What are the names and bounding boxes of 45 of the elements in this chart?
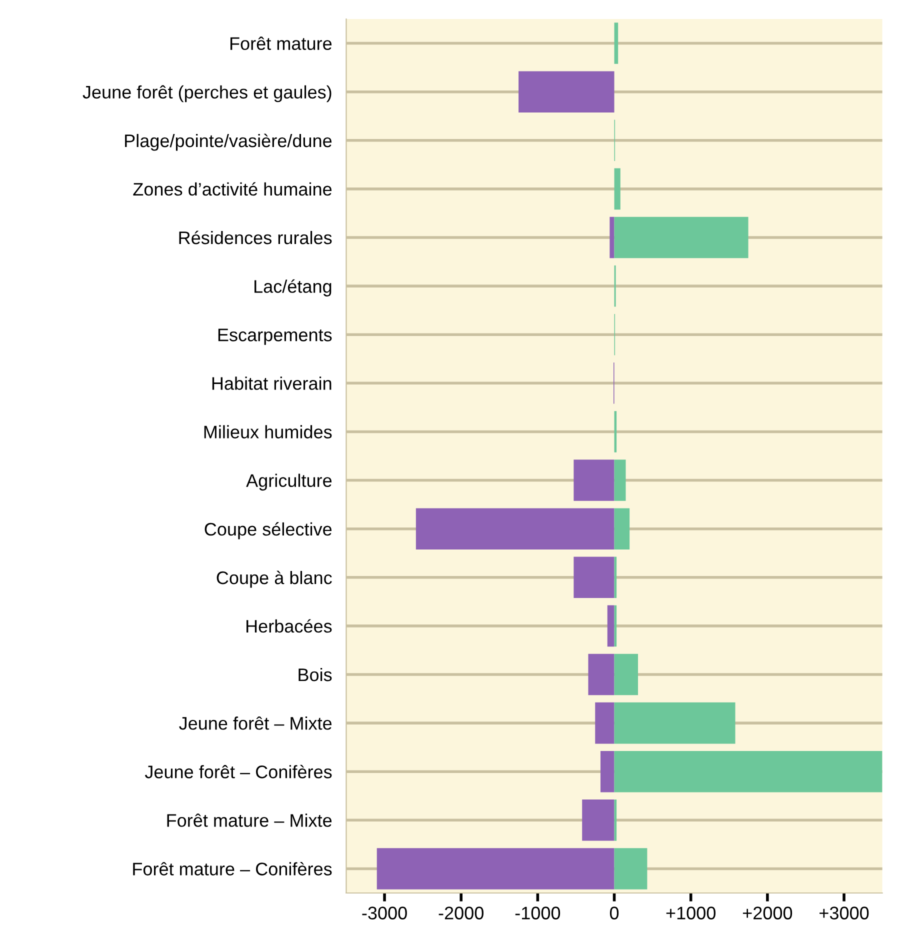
- bar: [614, 168, 620, 210]
- x-tick-label: -1000: [515, 906, 560, 920]
- bar: [614, 508, 630, 550]
- bar: [595, 702, 614, 744]
- bar: [614, 750, 882, 792]
- bar: [614, 22, 618, 64]
- y-tick-label: Jeune forêt – Mixte: [179, 716, 332, 730]
- x-tick-label: 0: [610, 906, 619, 920]
- y-tick-label: Herbacées: [246, 619, 332, 633]
- y-tick-label: Forêt mature: [230, 36, 332, 50]
- bar: [582, 800, 614, 841]
- y-tick-label: Escarpements: [218, 328, 332, 345]
- y-tick-label: Agriculture: [246, 474, 332, 491]
- y-tick-label: Coupe sélective: [204, 522, 332, 540]
- y-tick-label: Jeune forêt – Conifères: [144, 764, 332, 778]
- bar: [376, 848, 614, 890]
- bar: [610, 216, 614, 258]
- y-tick-label: Coupe à blanc: [216, 570, 332, 588]
- x-tick-label: +2000: [742, 906, 792, 920]
- bar: [518, 71, 614, 112]
- bar: [416, 508, 614, 550]
- y-tick-label: Lac/étang: [254, 279, 332, 296]
- bar: [607, 605, 614, 647]
- bar: [600, 750, 614, 792]
- y-tick-label: Plage/pointe/vasière/dune: [125, 134, 332, 151]
- bar: [574, 460, 614, 501]
- y-tick-label: Jeune forêt (perches et gaules): [82, 85, 332, 102]
- bar: [588, 654, 614, 696]
- y-tick-label: Habitat riverain: [212, 376, 332, 390]
- bar: [614, 460, 626, 501]
- bar: [574, 556, 614, 598]
- x-tick-label: -2000: [438, 906, 484, 920]
- y-tick-label: Milieux humides: [204, 425, 332, 438]
- y-tick-label: Forêt mature – Conifères: [133, 862, 332, 876]
- bar: [614, 848, 648, 890]
- bar: [614, 654, 638, 696]
- y-tick-label: Forêt mature – Mixte: [167, 814, 332, 827]
- y-tick-label: Résidences rurales: [179, 230, 332, 244]
- y-tick-label: Bois: [298, 668, 332, 682]
- x-tick-label: -3000: [362, 906, 407, 920]
- bar: [614, 216, 748, 258]
- x-tick-label: +1000: [666, 906, 716, 920]
- x-tick-label: +3000: [820, 906, 869, 920]
- y-tick-label: Zones d’activité humaine: [133, 182, 332, 196]
- bar: [614, 702, 736, 744]
